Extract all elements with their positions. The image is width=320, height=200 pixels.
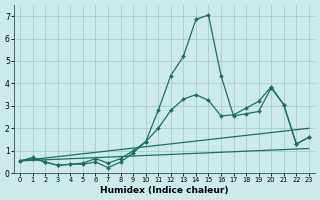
X-axis label: Humidex (Indice chaleur): Humidex (Indice chaleur) [100,186,229,195]
